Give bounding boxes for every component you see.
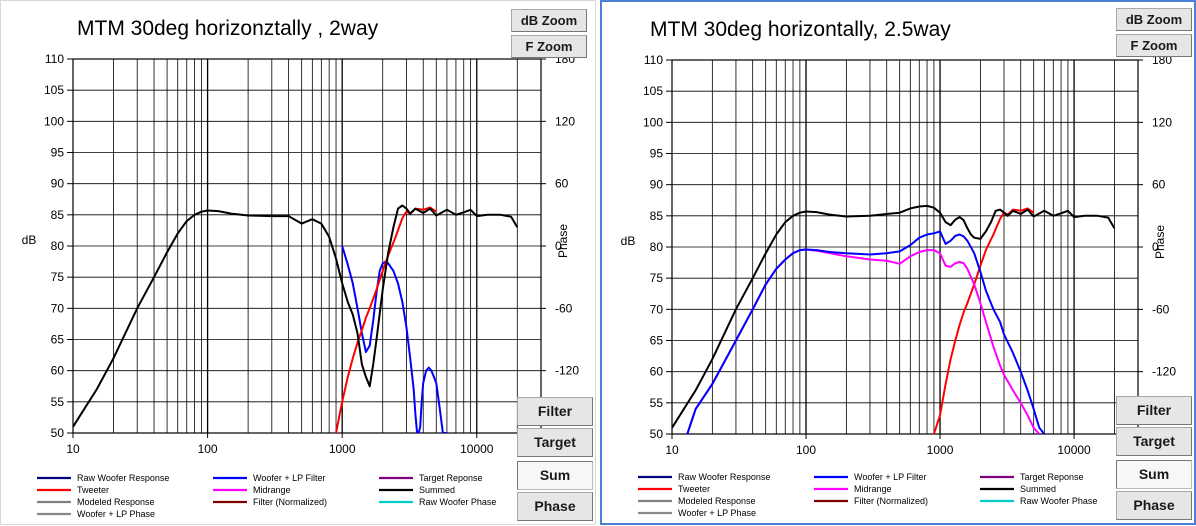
f-zoom-button[interactable]: F Zoom: [511, 35, 587, 58]
y-tick-label: 100: [44, 114, 64, 128]
target-button[interactable]: Target: [517, 428, 593, 457]
legend-label-tweeter: Tweeter: [77, 485, 109, 495]
plot-frame: [72, 58, 542, 434]
filter-button[interactable]: Filter: [1116, 396, 1192, 425]
y2-tick-label: 60: [1152, 178, 1166, 192]
y2-tick-label: -120: [555, 364, 579, 378]
y-tick-label: 55: [650, 396, 664, 410]
y2-tick-label: -120: [1152, 365, 1176, 379]
legend-label-woofer-lp-filter: Woofer + LP Filter: [253, 473, 325, 483]
chart-panel-2-5way: 50 55 60 65 70 75 80 85 90 95 100 105 110 -120 -60 0 60 1…: [600, 0, 1196, 525]
y-tick-label: 65: [51, 333, 65, 347]
y-tick-label: 55: [51, 395, 65, 409]
chart-canvas: 50 55 60 65 70 75 80 85 90 95 100 105 110 -120 -60 0 60 1…: [22, 52, 580, 519]
legend-label-raw-woofer-phase: Raw Woofer Phase: [1020, 496, 1097, 506]
y2-tick-label: 0: [555, 239, 562, 253]
y-tick-label: 70: [650, 302, 664, 316]
x-tick-label: 10000: [460, 442, 494, 456]
phase-button[interactable]: Phase: [1116, 491, 1192, 520]
sum-button[interactable]: Sum: [1116, 460, 1192, 489]
y-tick-label: 65: [650, 334, 664, 348]
series-line-summed: [672, 204, 1116, 429]
legend-label-tweeter: Tweeter: [678, 484, 710, 494]
phase-button[interactable]: Phase: [517, 492, 593, 521]
x-tick-label: 10: [66, 442, 80, 456]
y2-tick-label: 120: [555, 114, 575, 128]
legend-label-modeled-response: Modeled Response: [77, 497, 155, 507]
y-tick-label: 95: [650, 147, 664, 161]
y2-tick-label: 60: [555, 177, 569, 191]
legend-label-modeled-response: Modeled Response: [678, 496, 756, 506]
y-tick-label: 75: [650, 271, 664, 285]
y-tick-label: 50: [51, 426, 65, 440]
series-line-midrange: [686, 248, 1041, 434]
chart-title: MTM 30deg horizontally, 2.5way: [650, 18, 951, 41]
x-tick-label: 10: [665, 443, 679, 457]
legend-label-target-reponse: Target Reponse: [419, 473, 483, 483]
legend-label-filter-normalized: Filter (Normalized): [854, 496, 928, 506]
x-tick-label: 100: [198, 442, 218, 456]
y-tick-label: 95: [51, 146, 65, 160]
chart-canvas: 50 55 60 65 70 75 80 85 90 95 100 105 110 -120 -60 0 60 1…: [621, 53, 1177, 518]
y-axis-label: dB: [621, 234, 636, 248]
y2-tick-label: -60: [555, 301, 573, 315]
y-tick-label: 60: [650, 365, 664, 379]
series-line-woofer-lp-filter: [686, 230, 1046, 434]
legend-label-raw-woofer-phase: Raw Woofer Phase: [419, 497, 496, 507]
sum-button[interactable]: Sum: [517, 461, 593, 490]
legend-label-woofer-lp-phase: Woofer + LP Phase: [678, 508, 756, 518]
y-tick-label: 100: [643, 115, 663, 129]
y2-axis-label: Phase: [556, 224, 570, 258]
y-tick-label: 105: [643, 84, 663, 98]
legend-label-midrange: Midrange: [253, 485, 291, 495]
x-tick-label: 1000: [329, 442, 356, 456]
y-tick-label: 70: [51, 301, 65, 315]
y-tick-label: 105: [44, 83, 64, 97]
y-tick-label: 85: [51, 208, 65, 222]
y-tick-label: 75: [51, 270, 65, 284]
y-tick-label: 90: [51, 177, 65, 191]
legend-label-target-reponse: Target Reponse: [1020, 472, 1084, 482]
target-button[interactable]: Target: [1116, 427, 1192, 456]
legend-label-raw-woofer-response: Raw Woofer Response: [678, 472, 770, 482]
y-tick-label: 50: [650, 427, 664, 441]
legend-label-summed: Summed: [419, 485, 455, 495]
legend-label-woofer-lp-filter: Woofer + LP Filter: [854, 472, 926, 482]
y2-tick-label: -60: [1152, 302, 1170, 316]
y2-tick-label: 120: [1152, 115, 1172, 129]
chart-title: MTM 30deg horizonztally , 2way: [77, 17, 379, 40]
series-line-tweeter: [932, 207, 1035, 434]
y2-axis-label: Phase: [1153, 225, 1167, 259]
y-tick-label: 80: [650, 240, 664, 254]
y-tick-label: 80: [51, 239, 65, 253]
y-tick-label: 110: [644, 53, 663, 67]
y-tick-label: 60: [51, 364, 65, 378]
filter-button[interactable]: Filter: [517, 397, 593, 426]
series-line-summed: [73, 204, 519, 428]
legend-label-filter-normalized: Filter (Normalized): [253, 497, 327, 507]
y2-tick-label: 0: [1152, 240, 1159, 254]
x-tick-label: 10000: [1057, 443, 1091, 457]
f-zoom-button[interactable]: F Zoom: [1116, 34, 1192, 57]
db-zoom-button[interactable]: dB Zoom: [511, 9, 587, 32]
plot-frame: [671, 59, 1139, 435]
legend-label-midrange: Midrange: [854, 484, 892, 494]
db-zoom-button[interactable]: dB Zoom: [1116, 8, 1192, 31]
y-axis-label: dB: [22, 233, 37, 247]
y-tick-label: 85: [650, 209, 664, 223]
x-tick-label: 1000: [927, 443, 954, 457]
y-tick-label: 110: [45, 52, 64, 66]
legend-label-summed: Summed: [1020, 484, 1056, 494]
y-tick-label: 90: [650, 178, 664, 192]
series-line-woofer-lp-filter: [341, 245, 447, 433]
legend-label-woofer-lp-phase: Woofer + LP Phase: [77, 509, 155, 519]
legend-label-raw-woofer-response: Raw Woofer Response: [77, 473, 169, 483]
chart-panel-2way: 50 55 60 65 70 75 80 85 90 95 100 105 110 -120 -60 0 60 1…: [0, 0, 596, 525]
x-tick-label: 100: [796, 443, 816, 457]
